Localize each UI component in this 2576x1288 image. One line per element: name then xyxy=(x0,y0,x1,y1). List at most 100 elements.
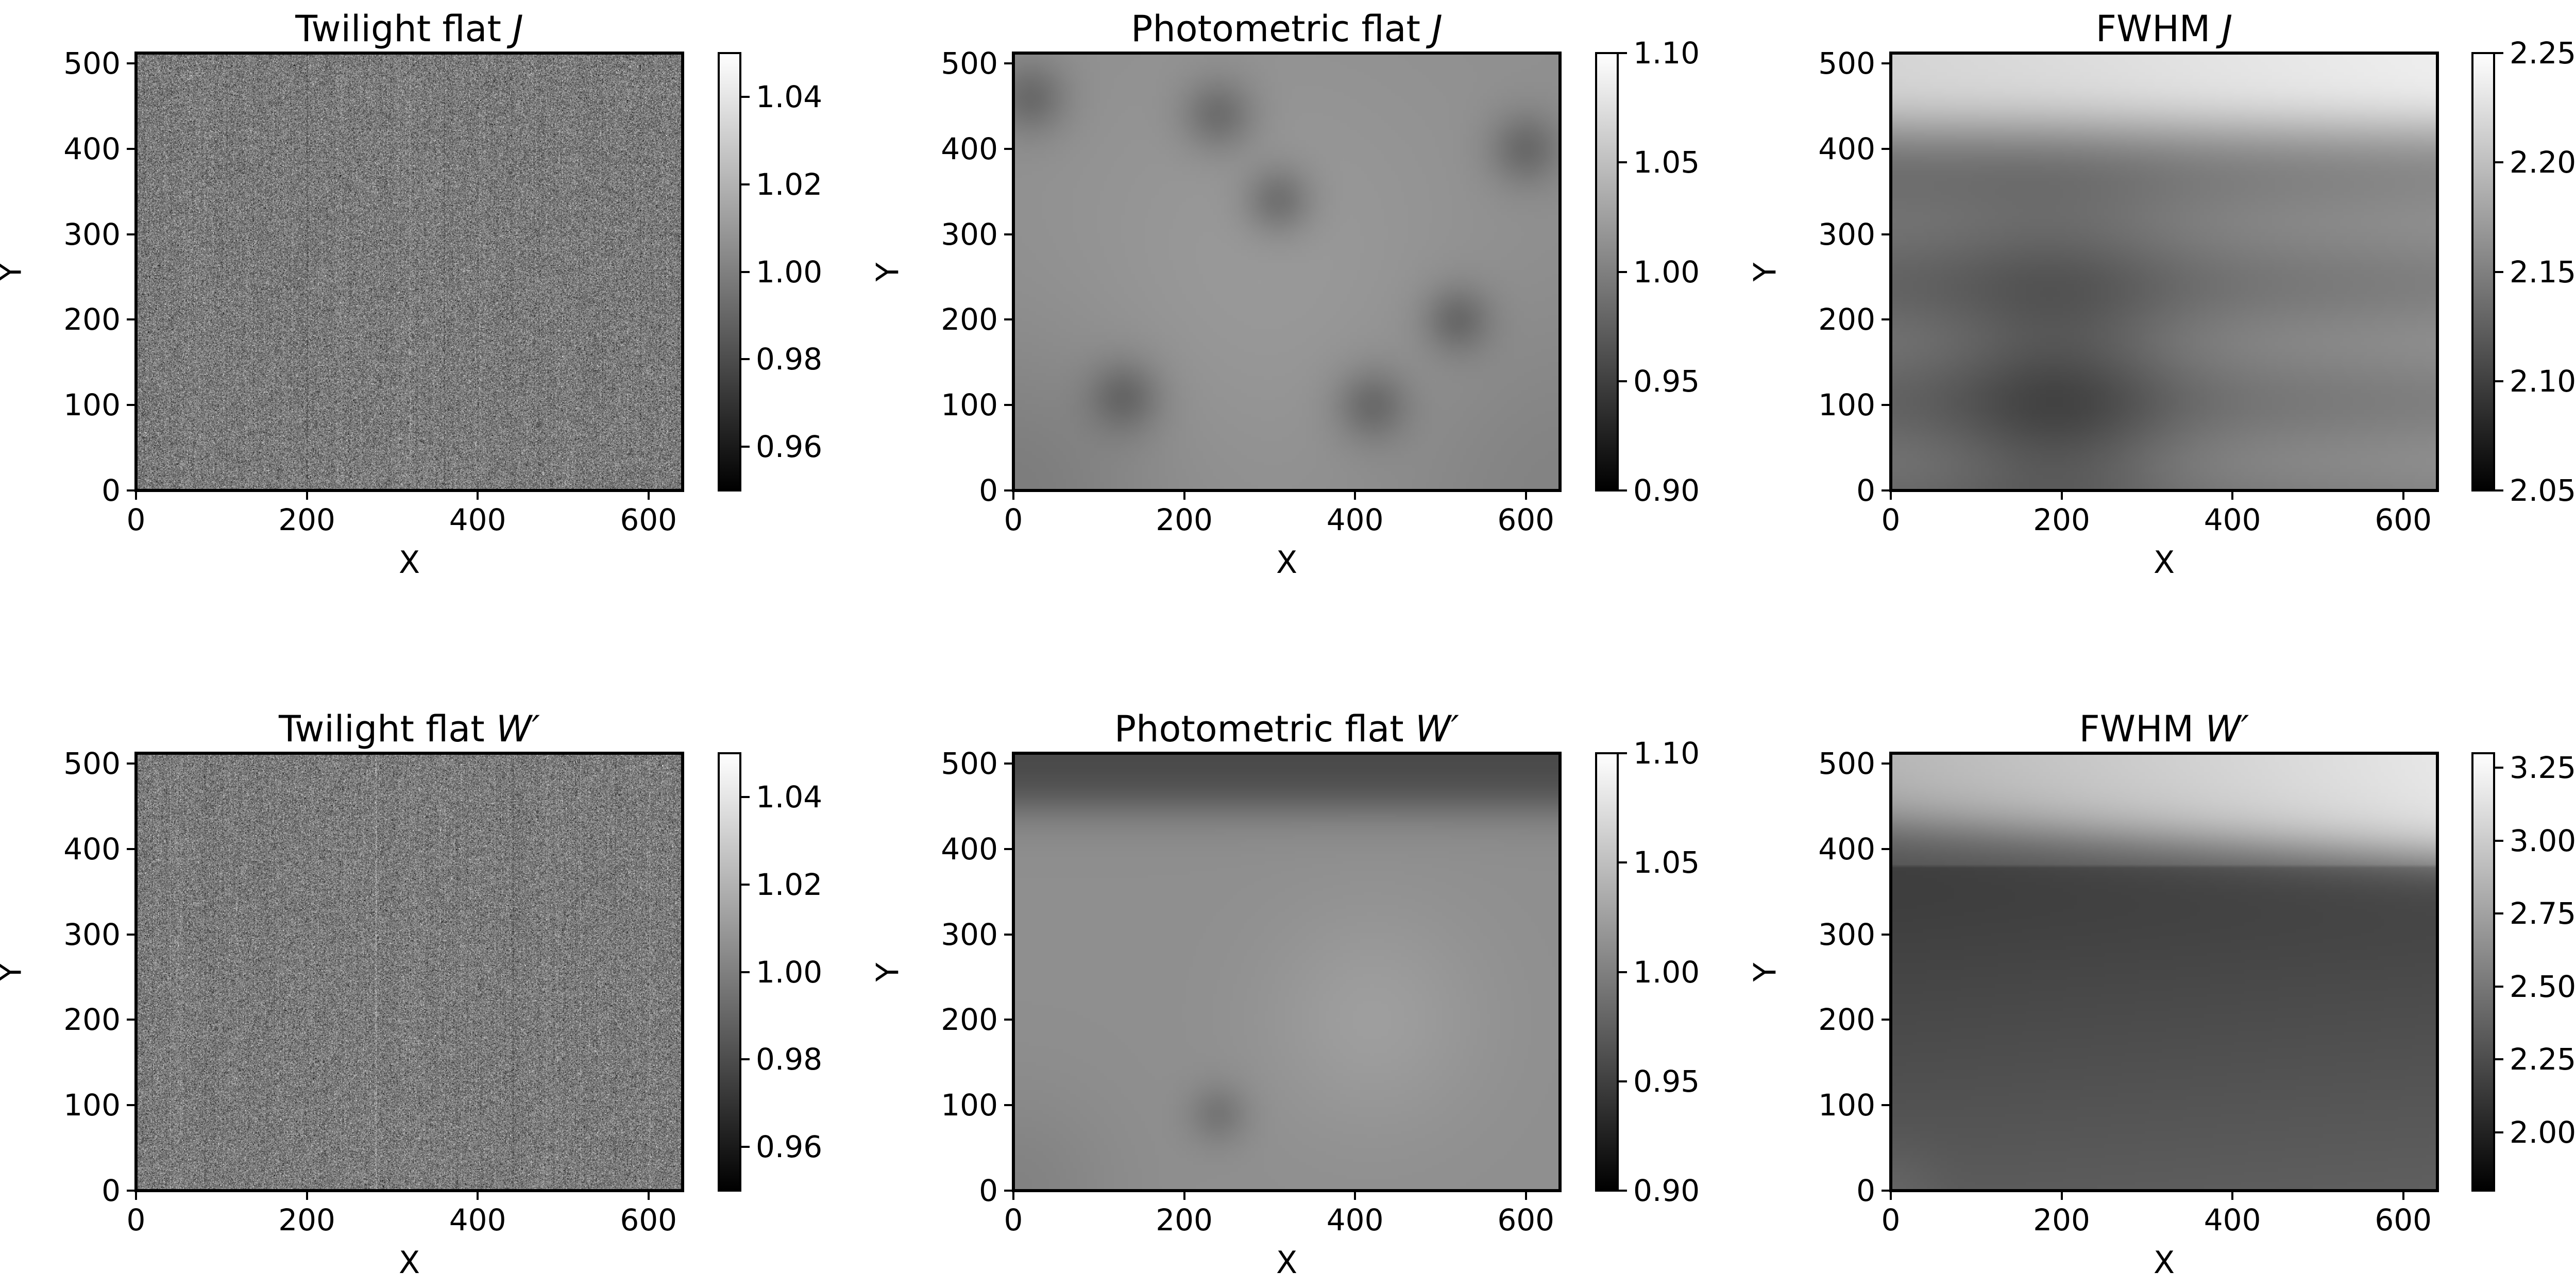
y-tick-label: 500 xyxy=(941,45,998,81)
chart-title-band: W′ xyxy=(496,708,540,750)
y-tick-label: 200 xyxy=(63,302,121,337)
colorbar-tick-label: 3.00 xyxy=(2510,823,2576,858)
x-tick xyxy=(1183,490,1185,500)
x-tick-label: 0 xyxy=(1881,1202,1901,1238)
y-tick-label: 300 xyxy=(1818,216,1875,252)
colorbar-gradient xyxy=(2472,753,2494,1191)
y-axis-label: Y xyxy=(870,262,906,281)
y-tick-label: 200 xyxy=(941,302,998,337)
y-tick-label: 100 xyxy=(941,1088,998,1123)
y-tick-label: 200 xyxy=(941,1002,998,1038)
chart-title-band: J xyxy=(1432,8,1443,50)
x-axis-label: X xyxy=(398,545,420,581)
y-tick-label: 300 xyxy=(63,917,121,952)
x-tick xyxy=(1524,1191,1527,1200)
colorbar-tick xyxy=(740,183,750,185)
colorbar-tick xyxy=(2494,1058,2503,1061)
y-tick xyxy=(1882,933,1891,936)
y-tick-label: 400 xyxy=(941,831,998,867)
colorbar-tick-label: 0.96 xyxy=(756,429,823,465)
y-tick xyxy=(1882,233,1891,235)
x-tick-label: 400 xyxy=(1326,502,1384,537)
chart-title-text: Twilight flat xyxy=(278,708,485,750)
x-axis-label: X xyxy=(2153,545,2175,581)
x-tick xyxy=(1012,1191,1014,1200)
heatmap-axes xyxy=(134,752,684,1192)
x-tick xyxy=(1354,1191,1357,1200)
y-tick-label: 400 xyxy=(1818,131,1875,166)
colorbar-tick xyxy=(2494,489,2503,492)
y-tick xyxy=(1004,1190,1013,1192)
colorbar-tick xyxy=(2494,839,2503,842)
heatmap-image xyxy=(1013,53,1560,490)
colorbar-tick-label: 2.25 xyxy=(2510,36,2576,71)
y-axis-label: Y xyxy=(870,962,906,981)
colorbar-tick-label: 1.05 xyxy=(1633,145,1700,180)
y-tick-label: 0 xyxy=(979,473,998,508)
x-tick xyxy=(135,1191,137,1200)
y-tick xyxy=(1882,762,1891,765)
colorbar-tick xyxy=(740,1146,750,1148)
colorbar-tick xyxy=(1618,1190,1627,1192)
x-tick-label: 0 xyxy=(1881,502,1901,537)
colorbar-tick xyxy=(2494,767,2503,769)
colorbar-tick xyxy=(1618,861,1627,864)
colorbar-tick xyxy=(2494,1131,2503,1133)
y-tick-label: 100 xyxy=(941,387,998,423)
x-tick-label: 600 xyxy=(620,502,677,537)
y-tick-label: 500 xyxy=(1818,45,1875,81)
chart-title: FWHM J xyxy=(1891,11,2437,47)
y-tick xyxy=(127,489,136,492)
x-tick-label: 200 xyxy=(1156,502,1213,537)
chart-title-text: Photometric flat xyxy=(1114,708,1404,750)
y-tick xyxy=(1882,1190,1891,1192)
colorbar-tick-label: 2.20 xyxy=(2510,145,2576,180)
x-tick xyxy=(647,490,650,500)
colorbar-tick-label: 0.98 xyxy=(756,1042,823,1077)
y-tick-label: 300 xyxy=(941,216,998,252)
colorbar-tick-label: 1.00 xyxy=(1633,254,1700,290)
colorbar-gradient xyxy=(1596,53,1618,490)
y-tick xyxy=(1004,1104,1013,1107)
y-tick xyxy=(1004,147,1013,150)
colorbar-tick-label: 1.00 xyxy=(756,954,823,990)
chart-title: Photometric flat J xyxy=(1013,11,1560,47)
colorbar-gradient xyxy=(719,753,740,1191)
x-tick-label: 600 xyxy=(1497,502,1555,537)
colorbar-tick-label: 0.95 xyxy=(1633,1063,1700,1099)
x-tick-label: 400 xyxy=(449,1202,506,1238)
x-tick xyxy=(477,1191,479,1200)
y-tick xyxy=(1004,933,1013,936)
y-tick-label: 0 xyxy=(979,1173,998,1208)
x-tick xyxy=(1524,490,1527,500)
chart-title-text: FWHM xyxy=(2079,708,2194,750)
y-tick xyxy=(127,762,136,765)
colorbar xyxy=(1595,52,1619,492)
colorbar-tick xyxy=(740,446,750,448)
heatmap-image xyxy=(1013,753,1560,1191)
y-tick xyxy=(1004,848,1013,850)
colorbar-tick-label: 1.10 xyxy=(1633,736,1700,771)
x-tick-label: 400 xyxy=(449,502,506,537)
y-tick xyxy=(127,933,136,936)
y-tick-label: 500 xyxy=(63,745,121,781)
y-tick xyxy=(1882,1104,1891,1107)
x-tick-label: 0 xyxy=(126,502,146,537)
chart-title-band: W′ xyxy=(1415,708,1460,750)
y-tick xyxy=(1882,489,1891,492)
y-tick-label: 0 xyxy=(101,473,121,508)
colorbar-tick xyxy=(2494,270,2503,273)
colorbar xyxy=(2471,52,2495,492)
colorbar-tick-label: 2.05 xyxy=(2510,473,2576,508)
y-tick-label: 100 xyxy=(63,387,121,423)
y-tick-label: 0 xyxy=(1856,1173,1875,1208)
y-tick-label: 400 xyxy=(1818,831,1875,867)
x-tick xyxy=(2231,1191,2234,1200)
y-tick-label: 200 xyxy=(1818,302,1875,337)
x-axis-label: X xyxy=(398,1245,420,1281)
colorbar-tick-label: 0.96 xyxy=(756,1129,823,1165)
colorbar-gradient xyxy=(2472,53,2494,490)
y-tick-label: 100 xyxy=(63,1088,121,1123)
colorbar-tick xyxy=(1618,161,1627,164)
